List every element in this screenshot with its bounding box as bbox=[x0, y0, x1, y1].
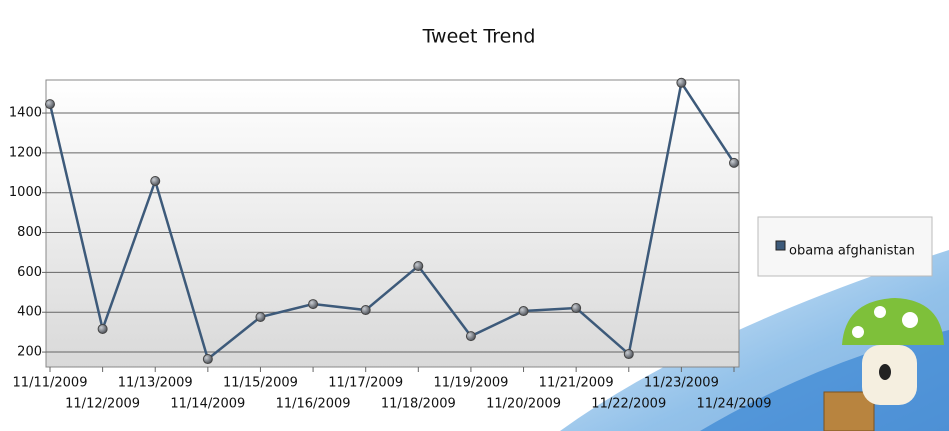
x-tick-label: 11/20/2009 bbox=[486, 397, 561, 412]
data-point bbox=[676, 77, 687, 88]
data-point bbox=[518, 306, 529, 317]
legend-box bbox=[757, 216, 933, 277]
x-tick-label: 11/14/2009 bbox=[170, 397, 245, 412]
x-tick-label: 11/24/2009 bbox=[697, 397, 772, 412]
data-point bbox=[413, 261, 424, 272]
plot-area bbox=[45, 79, 740, 368]
data-point bbox=[255, 312, 266, 323]
data-point bbox=[150, 175, 161, 186]
x-tick-label: 11/11/2009 bbox=[13, 376, 88, 391]
x-tick-label: 11/15/2009 bbox=[223, 376, 298, 391]
x-tick-label: 11/13/2009 bbox=[118, 376, 193, 391]
data-point bbox=[571, 303, 582, 314]
y-tick-label: 1200 bbox=[9, 145, 42, 160]
x-tick-label: 11/19/2009 bbox=[433, 376, 508, 391]
chart-title: Tweet Trend bbox=[422, 26, 536, 48]
x-tick-label: 11/21/2009 bbox=[539, 376, 614, 391]
series-line bbox=[48, 79, 736, 362]
y-tick-label: 600 bbox=[17, 265, 42, 280]
data-point bbox=[623, 349, 634, 360]
data-point bbox=[465, 331, 476, 342]
y-tick-label: 200 bbox=[17, 345, 42, 360]
legend-label: obama afghanistan bbox=[789, 244, 915, 259]
mascot bbox=[823, 298, 944, 431]
data-point bbox=[360, 305, 371, 316]
data-point bbox=[729, 157, 739, 168]
y-tick-label: 1000 bbox=[9, 185, 42, 200]
x-tick-label: 11/18/2009 bbox=[381, 397, 456, 412]
x-tick-label: 11/22/2009 bbox=[591, 397, 666, 412]
legend bbox=[757, 216, 933, 277]
legend-marker bbox=[775, 240, 786, 251]
data-point bbox=[308, 299, 319, 310]
data-point bbox=[45, 99, 55, 110]
y-tick-label: 800 bbox=[17, 225, 42, 240]
x-tick-label: 11/17/2009 bbox=[328, 376, 403, 391]
y-tick-label: 1400 bbox=[9, 106, 42, 121]
x-tick-label: 11/23/2009 bbox=[644, 376, 719, 391]
x-tick-label: 11/12/2009 bbox=[65, 397, 140, 412]
y-tick-label: 400 bbox=[17, 305, 42, 320]
x-tick-label: 11/16/2009 bbox=[276, 397, 351, 412]
data-point bbox=[97, 323, 108, 334]
data-point bbox=[202, 354, 213, 365]
